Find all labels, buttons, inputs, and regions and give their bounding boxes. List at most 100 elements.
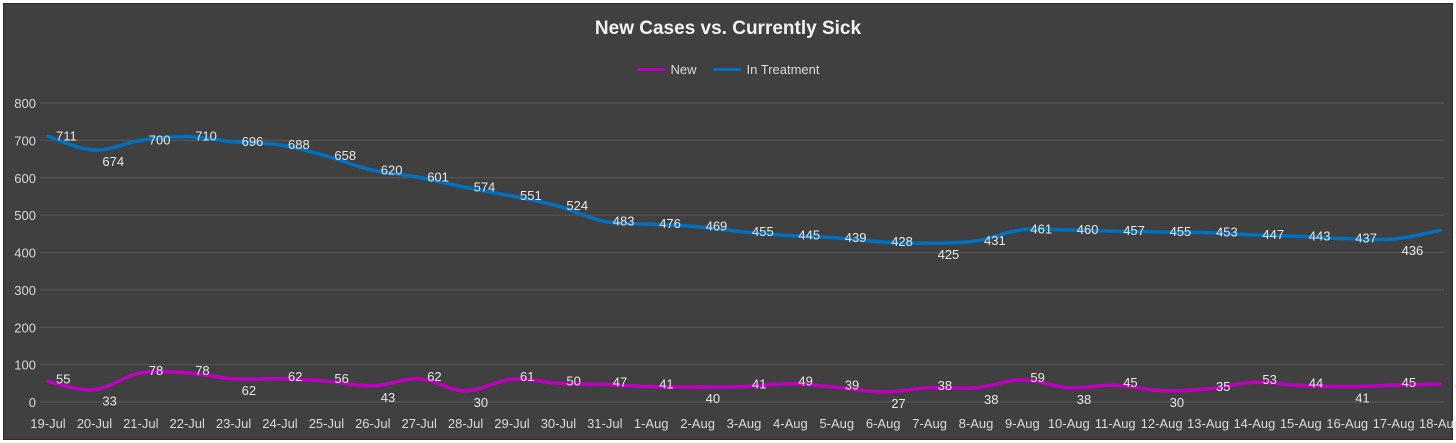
data-label-new: 45 [1123,375,1137,390]
data-label-new: 53 [1262,372,1276,387]
data-label-new: 38 [984,392,998,407]
legend-item-in-treatment: In Treatment [712,62,820,77]
data-label-new: 47 [613,374,627,389]
y-tick-label: 500 [14,208,36,223]
y-tick-label: 600 [14,171,36,186]
x-tick-label: 5-Aug [819,416,854,431]
data-label-new: 59 [1030,370,1044,385]
legend-label-in-treatment: In Treatment [746,62,820,77]
data-label-in-treatment: 658 [334,148,356,163]
x-tick-label: 7-Aug [912,416,947,431]
y-tick-label: 800 [14,96,36,111]
data-label-new: 44 [1309,376,1323,391]
x-tick-label: 10-Aug [1048,416,1090,431]
x-tick-label: 1-Aug [634,416,669,431]
data-label-new: 49 [798,374,812,389]
data-label-new: 39 [845,377,859,392]
data-label-in-treatment: 453 [1216,225,1238,240]
legend-label-new: New [670,62,697,77]
data-label-in-treatment: 445 [798,228,820,243]
data-label-new: 38 [1077,392,1091,407]
data-label-new: 48 [1454,377,1456,392]
x-tick-label: 23-Jul [216,416,252,431]
data-label-new: 38 [938,378,952,393]
data-label-in-treatment: 437 [1355,231,1377,246]
data-label-new: 30 [474,395,488,410]
x-tick-label: 22-Jul [169,416,205,431]
data-label-in-treatment: 710 [195,129,217,144]
data-label-in-treatment: 459 [1454,223,1456,238]
data-label-in-treatment: 461 [1030,222,1052,237]
x-tick-label: 2-Aug [680,416,715,431]
x-tick-label: 9-Aug [1005,416,1040,431]
x-tick-label: 8-Aug [959,416,994,431]
data-label-in-treatment: 551 [520,188,542,203]
legend-swatch-in-treatment [712,68,741,71]
data-label-new: 33 [102,394,116,409]
data-label-new: 62 [288,369,302,384]
x-tick-label: 21-Jul [123,416,159,431]
data-label-new: 45 [1402,375,1416,390]
data-label-new: 35 [1216,379,1230,394]
y-tick-label: 200 [14,320,36,335]
data-label-in-treatment: 476 [659,216,681,231]
x-tick-label: 15-Aug [1280,416,1322,431]
x-tick-label: 30-Jul [541,416,577,431]
data-label-in-treatment: 700 [149,132,171,147]
x-tick-label: 16-Aug [1326,416,1368,431]
y-tick-label: 400 [14,246,36,261]
chart-area [3,3,1453,440]
data-label-in-treatment: 524 [566,198,588,213]
x-tick-label: 27-Jul [401,416,437,431]
data-label-new: 56 [334,371,348,386]
x-tick-label: 28-Jul [448,416,484,431]
data-label-in-treatment: 457 [1123,223,1145,238]
data-label-in-treatment: 574 [474,179,496,194]
data-label-in-treatment: 620 [381,162,403,177]
x-tick-label: 17-Aug [1373,416,1415,431]
legend-swatch-new [636,68,665,71]
x-tick-label: 25-Jul [309,416,345,431]
x-tick-label: 11-Aug [1095,416,1136,431]
data-label-in-treatment: 439 [845,230,867,245]
data-label-new: 40 [706,391,720,406]
chart-legend: New In Treatment [0,62,1456,77]
data-label-in-treatment: 696 [242,134,264,149]
data-label-new: 50 [566,373,580,388]
x-tick-label: 20-Jul [77,416,113,431]
data-label-new: 78 [195,363,209,378]
data-label-new: 78 [149,363,163,378]
y-tick-label: 0 [29,395,36,410]
data-label-in-treatment: 425 [938,247,960,262]
data-label-new: 62 [242,383,256,398]
y-tick-label: 300 [14,283,36,298]
data-label-new: 61 [520,369,534,384]
x-tick-label: 14-Aug [1233,416,1275,431]
data-label-new: 41 [752,377,766,392]
data-label-in-treatment: 443 [1309,228,1331,243]
series-line-in-treatment [46,134,1442,245]
data-label-in-treatment: 428 [891,234,913,249]
legend-item-new: New [636,62,697,77]
data-label-in-treatment: 674 [102,154,124,169]
data-label-in-treatment: 460 [1077,222,1099,237]
x-tick-label: 31-Jul [587,416,623,431]
x-tick-label: 26-Jul [355,416,391,431]
x-tick-label: 18-Aug [1419,416,1456,431]
data-label-new: 55 [56,371,70,386]
x-tick-label: 3-Aug [727,416,762,431]
data-label-in-treatment: 455 [1170,224,1192,239]
x-tick-label: 4-Aug [773,416,808,431]
data-label-new: 30 [1170,395,1184,410]
data-label-in-treatment: 688 [288,137,310,152]
y-tick-label: 100 [14,358,36,373]
data-label-new: 62 [427,369,441,384]
x-tick-label: 12-Aug [1141,416,1183,431]
x-tick-label: 6-Aug [866,416,901,431]
data-label-in-treatment: 447 [1262,227,1284,242]
data-label-new: 27 [891,396,905,411]
x-tick-label: 19-Jul [30,416,66,431]
data-label-in-treatment: 601 [427,169,449,184]
data-label-in-treatment: 436 [1402,243,1424,258]
